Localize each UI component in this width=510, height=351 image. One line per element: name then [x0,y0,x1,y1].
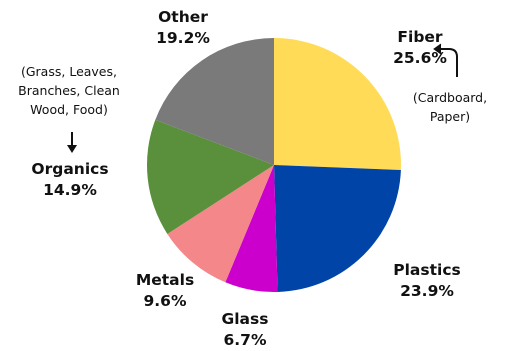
slice-name-fiber: Fiber [397,28,443,46]
pie-slice-plastics [274,165,401,292]
slice-pct-other: 19.2% [156,29,210,47]
slice-label-fiber: Fiber 25.6% [393,27,447,69]
slice-pct-metals: 9.6% [143,292,187,310]
pie-slice-fiber [274,38,401,170]
organics-note: (Grass, Leaves, Branches, Clean Wood, Fo… [18,62,120,119]
organics-note-line-1: (Grass, Leaves, [20,64,117,79]
slice-label-glass: Glass 6.7% [222,309,269,351]
fiber-note-line-1: (Cardboard, [412,90,488,105]
fiber-note-arrow-icon [433,43,458,77]
slice-name-other: Other [158,8,208,26]
slice-label-organics: Organics 14.9% [31,159,108,201]
slice-pct-fiber: 25.6% [393,49,447,67]
fiber-note: (Cardboard, Paper) [413,88,487,126]
pie-slice-metals [167,165,274,283]
slice-pct-plastics: 23.9% [400,282,454,300]
pie-slices [147,38,401,293]
slice-label-metals: Metals 9.6% [136,270,194,312]
slice-pct-organics: 14.9% [43,181,97,199]
organics-note-arrow-icon [67,132,77,153]
slice-name-metals: Metals [135,271,195,289]
slice-label-other: Other 19.2% [156,7,210,49]
slice-name-organics: Organics [31,160,109,178]
slice-name-glass: Glass [221,310,269,328]
pie-slice-glass [225,165,278,293]
slice-label-plastics: Plastics 23.9% [393,260,461,302]
slice-pct-glass: 6.7% [223,331,267,349]
organics-note-line-2: Branches, Clean [18,83,120,98]
pie-slice-other [155,38,274,165]
organics-note-line-3: Wood, Food) [30,102,108,117]
pie-slice-organics [147,119,274,234]
fiber-note-line-2: Paper) [429,109,471,124]
slice-name-plastics: Plastics [393,261,461,279]
